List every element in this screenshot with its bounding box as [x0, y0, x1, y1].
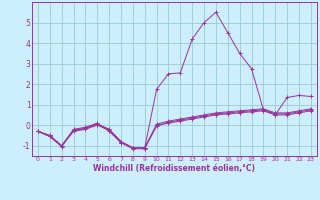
X-axis label: Windchill (Refroidissement éolien,°C): Windchill (Refroidissement éolien,°C) — [93, 164, 255, 173]
